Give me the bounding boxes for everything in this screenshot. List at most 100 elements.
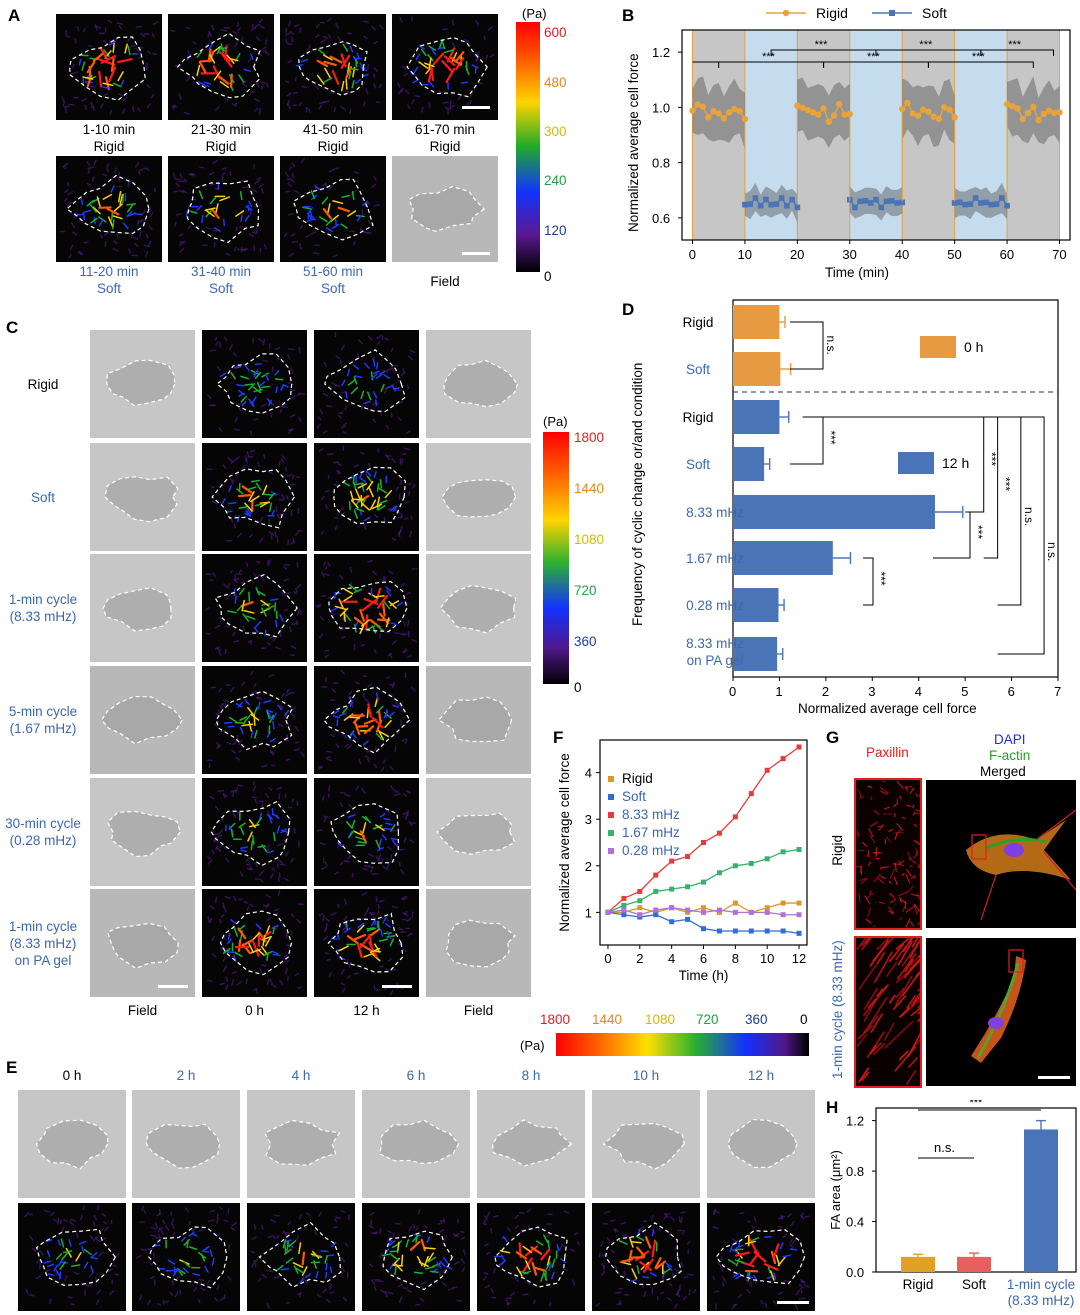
force-vector — [209, 1210, 216, 1213]
force-vector — [272, 721, 275, 730]
force-vector — [347, 814, 356, 818]
force-vector — [386, 935, 396, 938]
force-vector — [487, 25, 493, 31]
force-vector — [391, 905, 399, 909]
force-vector — [231, 103, 236, 107]
force-vector — [236, 27, 242, 32]
force-vector — [320, 39, 327, 44]
force-vector — [219, 982, 226, 986]
force-vector — [385, 424, 390, 430]
force-vector — [71, 63, 75, 69]
force-vector — [123, 96, 128, 102]
force-vector — [253, 706, 258, 716]
force-vector — [286, 99, 291, 106]
force-vector — [281, 494, 286, 500]
panel-label-e: E — [6, 1058, 18, 1077]
force-vector — [338, 411, 344, 415]
force-vector — [258, 338, 264, 343]
cell-outline — [102, 587, 172, 632]
paxillin-fiber — [869, 939, 890, 967]
force-vector — [210, 208, 220, 220]
force-vector — [275, 646, 281, 650]
cell-outline — [216, 353, 293, 414]
force-vector — [428, 101, 431, 109]
tick: 480 — [544, 75, 567, 90]
force-vector — [268, 492, 276, 500]
force-vector — [267, 810, 272, 817]
force-vector — [69, 1221, 74, 1226]
force-vector — [225, 984, 229, 991]
category-label: Rigid — [683, 315, 714, 330]
force-vector — [274, 370, 280, 376]
force-vector — [214, 203, 219, 215]
force-vector — [451, 41, 456, 48]
force-vector — [260, 599, 270, 607]
force-vector — [331, 1242, 337, 1248]
force-vector — [560, 1243, 566, 1248]
force-vector — [75, 1232, 79, 1239]
force-vector — [285, 171, 290, 178]
force-vector — [102, 86, 111, 90]
force-vector — [628, 1236, 634, 1248]
data-point — [732, 900, 738, 906]
cell-outline — [69, 36, 146, 101]
force-vector — [52, 1218, 59, 1223]
force-vector — [283, 608, 289, 612]
force-vector — [318, 104, 323, 110]
force-vector — [266, 642, 272, 646]
force-vector — [295, 531, 299, 536]
data-point — [873, 196, 879, 203]
paxillin-fiber — [899, 795, 901, 800]
paxillin-fiber — [905, 874, 911, 884]
paxillin-fiber — [909, 787, 915, 794]
force-vector — [404, 517, 409, 520]
force-vector — [252, 386, 262, 394]
force-vector — [252, 370, 260, 376]
force-vector — [322, 35, 329, 40]
force-vector — [282, 1239, 287, 1249]
paxillin-fiber — [894, 946, 907, 961]
force-vector — [262, 934, 266, 947]
category-label: 0.28 mHz — [686, 598, 744, 613]
force-vector — [354, 721, 361, 736]
paxillin-fiber — [889, 868, 896, 879]
force-vector — [792, 1238, 797, 1245]
force-vector — [286, 688, 290, 694]
force-vector — [385, 709, 388, 718]
y-tick-label: 4 — [585, 766, 592, 781]
category-label: on PA gel — [687, 653, 744, 668]
paxillin-fiber — [896, 780, 904, 789]
traction-map-tile — [202, 330, 307, 438]
force-vector — [324, 67, 331, 79]
force-vector — [173, 1268, 182, 1272]
force-vector — [247, 486, 257, 490]
brightfield-tile — [90, 778, 195, 886]
force-vector — [55, 1253, 63, 1260]
force-vector — [385, 586, 392, 592]
force-vector — [268, 470, 274, 475]
paxillin-fiber — [911, 938, 919, 948]
force-vector — [235, 756, 240, 761]
force-vector — [238, 822, 246, 829]
force-vector — [231, 970, 237, 975]
force-vector — [118, 25, 123, 30]
force-vector — [233, 428, 240, 431]
force-vector — [229, 687, 235, 693]
force-vector — [66, 201, 73, 207]
force-vector — [60, 1238, 65, 1248]
force-vector — [391, 366, 395, 372]
cell-body — [36, 1120, 108, 1169]
data-point — [669, 858, 675, 864]
filopodia — [980, 809, 1076, 921]
force-vector — [304, 1273, 312, 1278]
force-vector — [330, 611, 336, 616]
force-vector — [514, 1225, 520, 1229]
force-vector — [378, 838, 382, 847]
force-vector — [144, 250, 149, 258]
force-vector — [373, 370, 380, 375]
significance-label: n.s. — [1022, 507, 1036, 526]
force-vector — [337, 36, 341, 41]
force-vector — [361, 892, 368, 896]
y-tick-label: 1.2 — [652, 45, 670, 60]
force-vector — [290, 179, 295, 183]
